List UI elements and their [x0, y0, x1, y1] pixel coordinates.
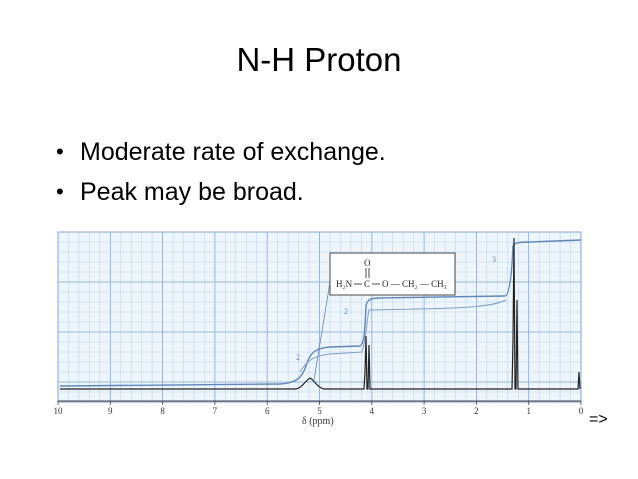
- x-tick-label: 4: [370, 406, 375, 416]
- integral-leader: [313, 269, 333, 381]
- integration-label: 2: [344, 307, 348, 316]
- bullet-text: Peak may be broad.: [80, 178, 304, 206]
- integration-label: 2: [296, 353, 300, 362]
- x-tick-label: 6: [265, 406, 270, 416]
- structure-oxygen: O: [364, 258, 371, 268]
- structure-amine: H₂N: [336, 279, 353, 289]
- bullet-icon: •: [56, 179, 64, 204]
- bullet-icon: •: [56, 139, 64, 164]
- x-tick-label: 2: [474, 406, 479, 416]
- spectrum-x-axis-label: δ (ppm): [302, 416, 334, 427]
- structure-carbon: C: [364, 279, 370, 289]
- x-tick-label: 3: [422, 406, 427, 416]
- spectrum-trace: [60, 237, 581, 390]
- x-tick-label: 10: [54, 406, 64, 416]
- bullet-text: Moderate rate of exchange.: [80, 138, 386, 166]
- integral-trace-secondary: [299, 299, 507, 373]
- molecule-structure: O H₂N C O — CH₂ — CH₃: [329, 252, 456, 296]
- x-tick-label: 5: [317, 406, 322, 416]
- x-tick-label: 9: [108, 406, 113, 416]
- x-tick-label: 0: [579, 406, 584, 416]
- x-tick-label: 1: [526, 406, 531, 416]
- bullet-list: • Moderate rate of exchange. • Peak may …: [56, 134, 386, 214]
- integration-label: 3: [492, 255, 496, 264]
- next-slide-link[interactable]: =>: [589, 411, 608, 428]
- spectrum-x-ticks: 10 9 8 7 6 5 4 3 2 1 0: [54, 401, 584, 416]
- structure-frame: [329, 252, 456, 296]
- bullet-item: • Peak may be broad.: [56, 174, 386, 214]
- structure-chain: O — CH₂ — CH₃: [382, 279, 447, 289]
- slide-title: N-H Proton: [236, 41, 402, 78]
- x-tick-label: 8: [160, 406, 165, 416]
- bullet-item: • Moderate rate of exchange.: [56, 134, 386, 174]
- integral-trace: [59, 239, 582, 387]
- x-tick-label: 7: [213, 406, 218, 416]
